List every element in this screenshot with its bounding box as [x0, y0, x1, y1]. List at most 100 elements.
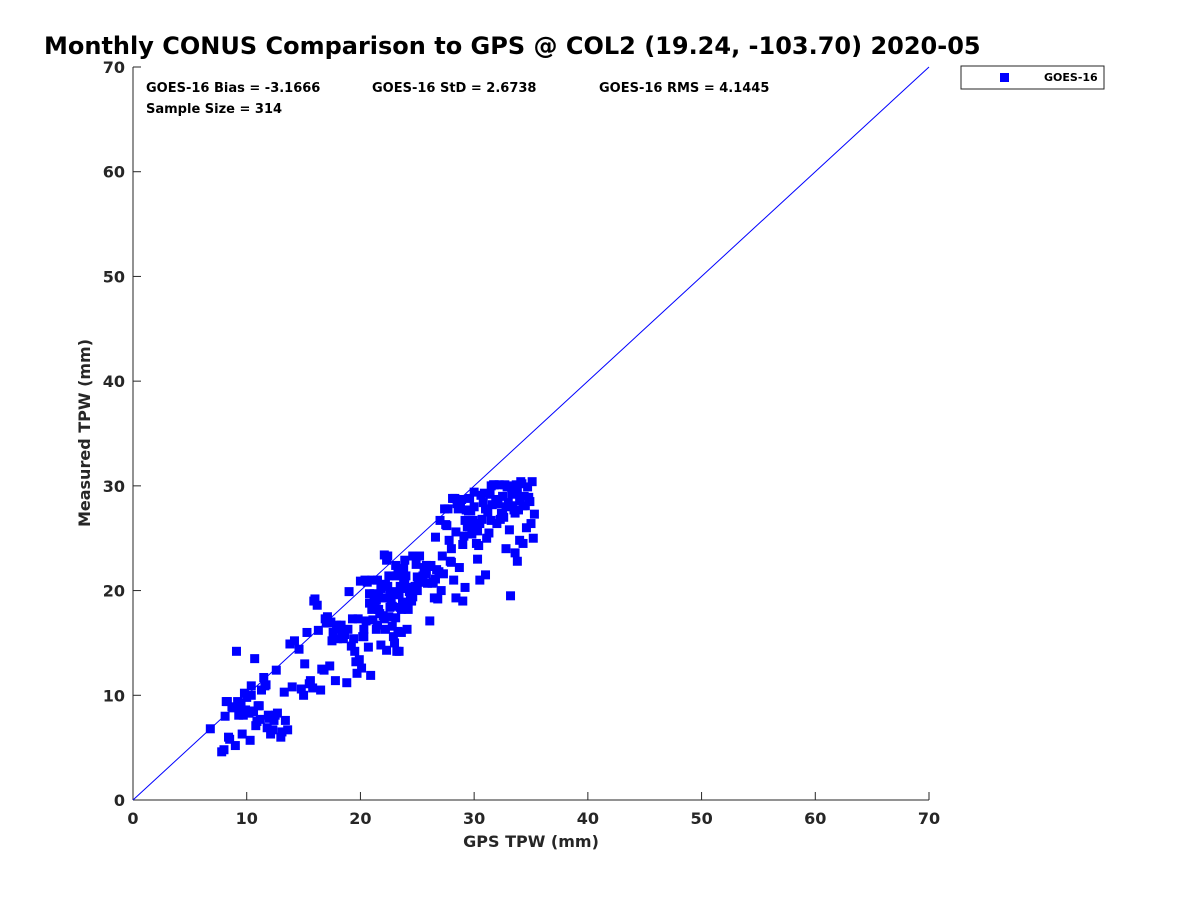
data-point: [228, 703, 238, 713]
data-point: [465, 522, 475, 532]
data-point: [353, 614, 363, 624]
data-point: [365, 589, 375, 599]
data-point: [372, 620, 382, 630]
data-point: [440, 504, 450, 514]
data-point: [449, 575, 459, 585]
data-point: [527, 477, 537, 487]
data-point: [408, 551, 418, 561]
data-point: [399, 564, 409, 574]
data-point: [283, 725, 293, 735]
data-point: [508, 501, 518, 511]
y-tick-label: 20: [103, 582, 125, 601]
data-point: [494, 480, 504, 490]
data-point: [393, 569, 403, 579]
data-point: [238, 710, 248, 720]
x-tick-label: 40: [577, 809, 599, 828]
data-point: [327, 636, 337, 646]
data-point: [355, 576, 365, 586]
data-point: [498, 510, 508, 520]
data-point: [388, 587, 398, 597]
data-point: [261, 680, 271, 690]
data-point: [502, 482, 512, 492]
data-point: [491, 494, 501, 504]
data-point: [382, 645, 392, 655]
data-point: [332, 620, 342, 630]
data-point: [519, 491, 529, 501]
data-point: [481, 504, 491, 514]
data-point: [430, 574, 440, 584]
data-point: [469, 502, 479, 512]
data-point: [485, 489, 495, 499]
stat-sample-size: Sample Size = 314: [146, 102, 282, 117]
data-point: [387, 621, 397, 631]
data-point: [388, 632, 398, 642]
legend-label-goes16: GOES-16: [1044, 71, 1098, 84]
data-point: [343, 624, 353, 634]
data-point: [317, 664, 327, 674]
stat-rms: GOES-16 RMS = 4.1445: [599, 81, 769, 96]
data-point: [481, 570, 491, 580]
data-point: [383, 581, 393, 591]
data-point: [269, 715, 279, 725]
data-point: [511, 480, 521, 490]
data-point: [256, 685, 266, 695]
data-point: [277, 727, 287, 737]
data-point: [250, 654, 260, 664]
legend-box: [960, 65, 1105, 90]
data-point: [245, 735, 255, 745]
data-point: [205, 724, 215, 734]
data-point: [425, 616, 435, 626]
data-point: [252, 716, 262, 726]
data-point: [366, 670, 376, 680]
y-tick-label: 30: [103, 477, 125, 496]
data-point: [411, 559, 421, 569]
y-tick-label: 70: [103, 58, 125, 77]
data-point: [302, 627, 312, 637]
data-point: [523, 482, 533, 492]
data-point: [259, 672, 269, 682]
data-point: [386, 597, 396, 607]
data-point: [475, 575, 485, 585]
data-point: [220, 711, 230, 721]
data-point: [276, 732, 286, 742]
data-point: [236, 699, 246, 709]
data-point: [263, 710, 273, 720]
data-point: [299, 690, 309, 700]
data-point: [391, 613, 401, 623]
data-point: [390, 638, 400, 648]
data-point: [349, 634, 359, 644]
data-point: [518, 538, 528, 548]
data-point: [224, 732, 234, 742]
data-point: [401, 583, 411, 593]
data-point: [270, 710, 280, 720]
data-point: [289, 636, 299, 646]
data-point: [287, 682, 297, 692]
data-point: [235, 705, 245, 715]
data-point: [394, 646, 404, 656]
data-point: [512, 556, 522, 566]
data-point: [458, 596, 468, 606]
data-point: [338, 634, 348, 644]
data-point: [486, 515, 496, 525]
data-point: [510, 548, 520, 558]
x-tick-label: 0: [127, 809, 138, 828]
data-point: [469, 487, 479, 497]
data-point: [304, 679, 314, 689]
data-point: [501, 502, 511, 512]
data-point: [516, 477, 526, 487]
data-point: [376, 640, 386, 650]
data-point: [459, 531, 469, 541]
data-point: [507, 489, 517, 499]
data-point: [300, 659, 310, 669]
data-point: [451, 527, 461, 537]
data-point: [402, 624, 412, 634]
data-point: [374, 590, 384, 600]
data-point: [346, 641, 356, 651]
data-point: [333, 634, 343, 644]
data-point: [484, 528, 494, 538]
data-point: [237, 729, 247, 739]
data-point: [347, 614, 357, 624]
stat-std: GOES-16 StD = 2.6738: [372, 81, 536, 96]
data-point: [526, 519, 536, 529]
